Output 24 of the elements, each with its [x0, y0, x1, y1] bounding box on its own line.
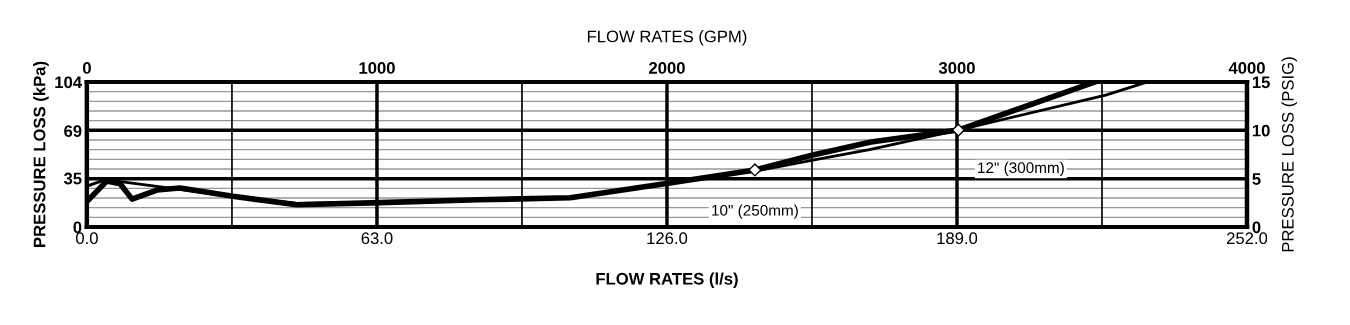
x2-tick-label: 3000: [938, 62, 975, 74]
x-tick-label: 63.0: [361, 232, 393, 245]
x-tick-label: 0.0: [76, 232, 98, 245]
x2-axis-title: FLOW RATES (GPM): [587, 30, 747, 46]
x-tick-label: 252.0: [1226, 232, 1268, 245]
x2-tick-label: 0: [82, 62, 91, 74]
x2-tick-label: 4000: [1228, 62, 1265, 74]
annotation: 12" (300mm): [978, 161, 1064, 177]
annotation: 10" (250mm): [712, 204, 798, 219]
x2-tick-label: 1000: [359, 62, 395, 74]
x-tick-label: 126.0: [647, 232, 688, 245]
y2-tick-label: 10: [1252, 124, 1270, 137]
y-tick-label: 69: [64, 125, 82, 137]
y2-tick-label: 5: [1252, 173, 1261, 185]
y2-tick-label: 15: [1252, 76, 1270, 89]
x-tick-label: 189.0: [937, 232, 978, 245]
y-tick-label: 35: [63, 172, 82, 185]
y-tick-label: 104: [55, 76, 82, 89]
y2-tick-label: 0: [1252, 221, 1261, 234]
y-axis-title: PRESSURE LOSS (kPa): [33, 61, 49, 247]
x-axis-title: FLOW RATES (l/s): [596, 272, 738, 288]
x2-tick-label: 2000: [649, 62, 685, 74]
y-tick-label: 0: [73, 221, 82, 234]
y2-axis-title: PRESSURE LOSS (PSIG): [1281, 57, 1298, 252]
